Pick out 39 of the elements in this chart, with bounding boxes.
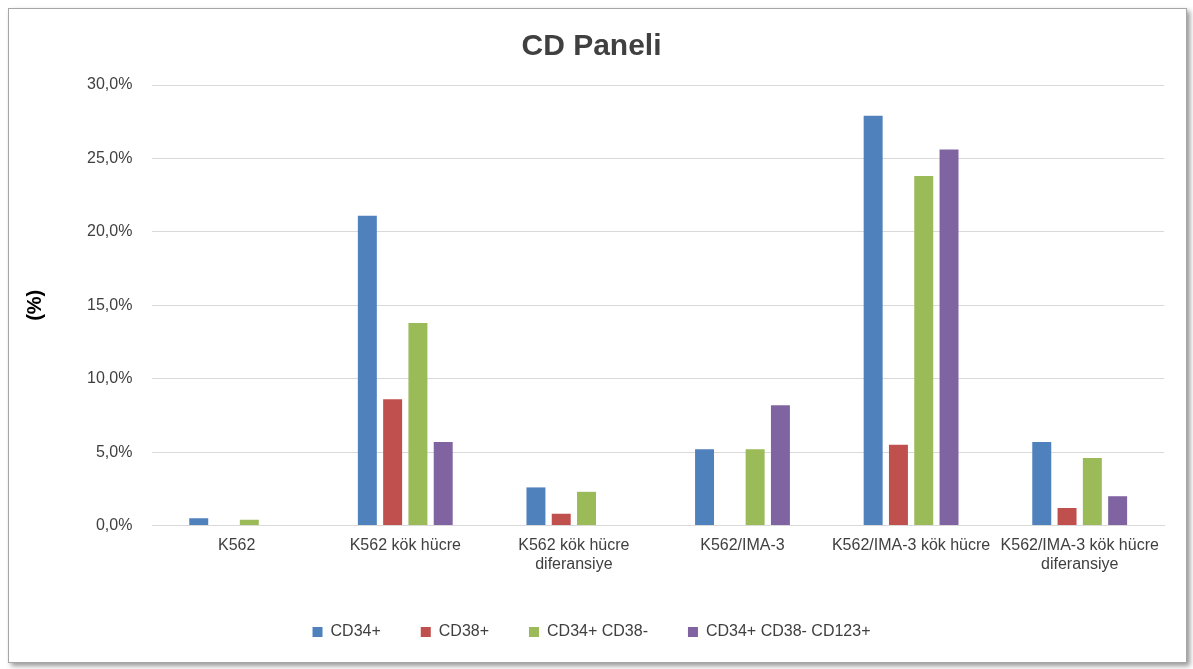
bar	[1082, 458, 1102, 526]
x-tick-label: K562/IMA-3 kök hücre	[831, 535, 991, 553]
legend-label: CD34+ CD38- CD123+	[705, 622, 871, 640]
bar	[1032, 441, 1052, 526]
bar	[408, 322, 428, 526]
bar	[939, 149, 959, 526]
bar	[577, 491, 597, 526]
bar	[695, 449, 715, 526]
bar	[745, 449, 765, 526]
x-tick-label: K562 kök hücre diferansiye	[518, 535, 630, 572]
bar	[357, 215, 377, 526]
bar	[383, 399, 403, 526]
y-tick-label: 15,0%	[86, 295, 133, 313]
y-tick-label: 5,0%	[95, 442, 133, 460]
chart-title: CD Paneli	[521, 28, 662, 62]
x-tick-label: K562	[217, 535, 256, 553]
legend-label: CD34+ CD38-	[547, 622, 648, 640]
legend-label: CD38+	[438, 622, 490, 640]
y-tick-label: 0,0%	[95, 516, 133, 534]
bar	[433, 441, 453, 526]
y-tick-label: 20,0%	[86, 222, 133, 240]
x-tick-label: K562 kök hücre	[349, 535, 461, 553]
bar	[1057, 507, 1077, 526]
y-tick-label: 25,0%	[86, 148, 133, 166]
bar	[189, 518, 209, 526]
bar	[1108, 496, 1128, 526]
y-tick-label: 10,0%	[86, 369, 133, 387]
x-tick-label: K562/IMA-3 kök hücre diferansiye	[1000, 535, 1159, 572]
bar	[770, 405, 790, 526]
bar	[526, 487, 546, 526]
bar	[888, 444, 908, 526]
bar	[551, 513, 571, 526]
bar	[239, 519, 259, 526]
bar	[863, 115, 883, 526]
y-tick-label: 30,0%	[86, 75, 133, 93]
legend-label: CD34+	[330, 622, 381, 640]
x-tick-label: K562/IMA-3	[700, 535, 785, 553]
y-axis-title: (%)	[22, 289, 45, 321]
bar	[914, 176, 934, 526]
